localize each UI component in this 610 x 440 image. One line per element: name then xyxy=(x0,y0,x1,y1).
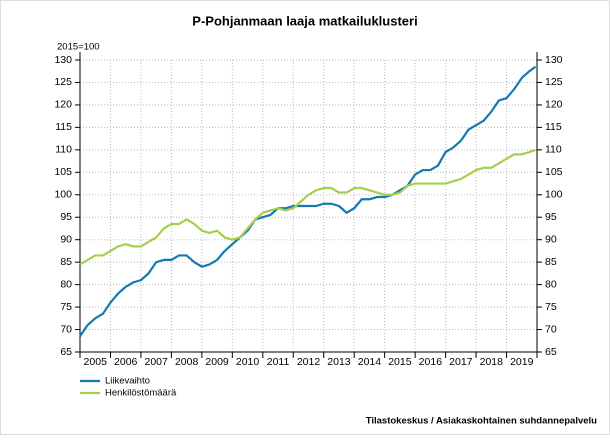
x-tick-label: 2006 xyxy=(114,356,138,368)
x-tick-label: 2009 xyxy=(205,356,229,368)
series-line xyxy=(79,148,536,266)
x-tick-label: 2014 xyxy=(358,356,382,368)
y-tick-label: 90 xyxy=(60,233,72,245)
y2-tick-label: 85 xyxy=(545,256,557,268)
legend-label: Liikevaihto xyxy=(105,376,150,387)
chart-title: P-Pohjanmaan laaja matkailuklusteri xyxy=(192,13,417,28)
y2-tick-label: 105 xyxy=(545,166,563,178)
x-tick-label: 2011 xyxy=(267,356,290,368)
y2-tick-label: 80 xyxy=(545,278,557,290)
y2-tick-label: 70 xyxy=(545,323,557,335)
y2-tick-label: 90 xyxy=(545,233,557,245)
y2-tick-label: 125 xyxy=(545,76,563,88)
y-tick-label: 120 xyxy=(54,99,72,111)
x-tick-label: 2008 xyxy=(175,356,199,368)
y-tick-label: 85 xyxy=(60,256,72,268)
y-tick-label: 95 xyxy=(60,211,72,223)
x-tick-label: 2018 xyxy=(480,356,504,368)
y2-tick-label: 100 xyxy=(545,189,563,201)
y-tick-label: 100 xyxy=(54,189,72,201)
legend-label: Henkilöstömäärä xyxy=(105,388,177,399)
y-tick-label: 110 xyxy=(55,144,72,156)
y-tick-label: 130 xyxy=(54,54,72,66)
y2-tick-label: 110 xyxy=(545,144,562,156)
source: Tilastokeskus / Asiakaskohtainen suhdann… xyxy=(366,416,597,427)
x-tick-label: 2012 xyxy=(297,356,321,368)
y2-tick-label: 65 xyxy=(545,346,557,358)
x-tick-label: 2013 xyxy=(327,356,351,368)
x-tick-label: 2007 xyxy=(144,356,168,368)
y-tick-label: 80 xyxy=(60,278,72,290)
x-tick-label: 2017 xyxy=(449,356,473,368)
x-tick-label: 2015 xyxy=(388,356,412,368)
y2-tick-label: 95 xyxy=(545,211,557,223)
y-tick-label: 70 xyxy=(60,323,72,335)
y-tick-label: 65 xyxy=(60,346,72,358)
x-tick-label: 2005 xyxy=(84,356,108,368)
y-unit: 2015=100 xyxy=(57,42,100,53)
y2-tick-label: 75 xyxy=(545,301,557,313)
x-tick-label: 2010 xyxy=(236,356,260,368)
y-tick-label: 125 xyxy=(54,76,72,88)
y-tick-label: 105 xyxy=(54,166,72,178)
y-tick-label: 115 xyxy=(55,121,72,133)
y2-tick-label: 115 xyxy=(545,121,562,133)
x-tick-label: 2016 xyxy=(419,356,443,368)
y2-tick-label: 120 xyxy=(545,99,563,111)
series-line xyxy=(79,65,537,337)
y2-tick-label: 130 xyxy=(545,54,563,66)
y-tick-label: 75 xyxy=(60,301,72,313)
x-tick-label: 2019 xyxy=(510,356,534,368)
